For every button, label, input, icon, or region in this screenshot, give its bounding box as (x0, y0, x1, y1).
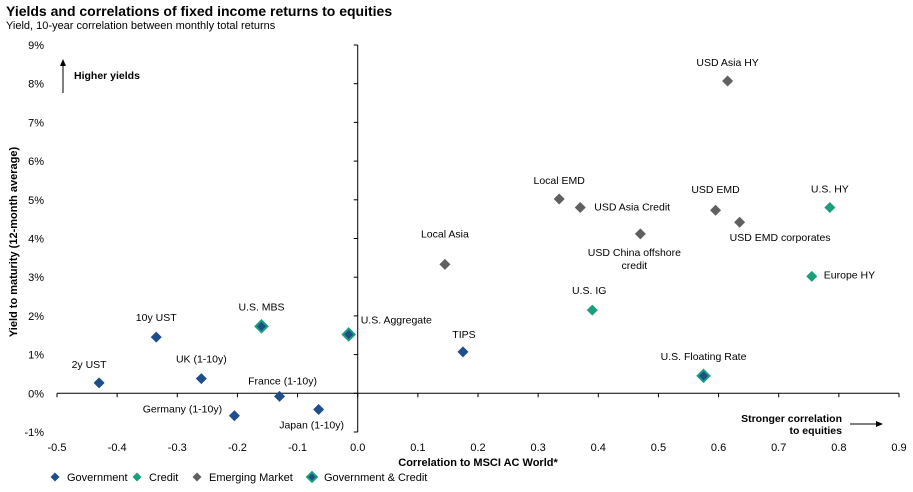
x-tick-label: 0.1 (410, 442, 425, 454)
y-tick-label: 2% (28, 311, 44, 323)
y-tick-label: -1% (24, 427, 44, 439)
data-labels: 2y UST 10y UST UK (1-10y) Germany (1-10y) Fr… (72, 57, 876, 432)
y-tick-label: 4% (28, 234, 44, 246)
x-tick-label: 0.0 (350, 442, 365, 454)
point-usd-asia-hy (722, 75, 734, 87)
legend-label-government: Government (67, 472, 128, 484)
data-points (93, 75, 836, 422)
axes (56, 44, 900, 433)
tick-labels: -1% 0% 1% 2% 3% 4% 5% 6% 7% 8% 9% -0.5 -0.4 -0.3 -0.2 -… (24, 40, 906, 454)
label-u-s-hy: U.S. HY (811, 184, 849, 196)
chart-title: Yields and correlations of fixed income … (6, 3, 393, 19)
point-u-s-ig (586, 304, 598, 316)
point-u-s-mbs (254, 319, 269, 334)
y-tick-label: 0% (28, 388, 44, 400)
point-tips (457, 346, 469, 358)
label-10y-ust: 10y UST (136, 312, 177, 324)
point-france-1-10y (274, 390, 286, 402)
legend-marker-government-credit-inner (308, 473, 316, 481)
higher-yields-arrowhead (60, 59, 66, 66)
x-tick-label: 0.3 (530, 442, 545, 454)
y-tick-label: 9% (28, 40, 44, 52)
label-2y-ust: 2y UST (72, 359, 108, 371)
point-usd-emd-corporates (734, 216, 746, 228)
x-tick-label: 0.6 (711, 442, 726, 454)
legend-marker-emerging-market (192, 472, 202, 482)
stronger-correlation-arrowhead (876, 421, 883, 427)
label-u-s-ig: U.S. IG (572, 285, 606, 297)
label-tips: TIPS (452, 329, 475, 341)
y-tick-label: 5% (28, 195, 44, 207)
point-10y-ust (150, 331, 162, 343)
x-tick-label: -0.4 (108, 442, 127, 454)
point-local-emd (553, 193, 565, 205)
y-tick-label: 7% (28, 117, 44, 129)
point-uk-1-10y (195, 373, 207, 385)
label-france-1-10y: France (1-10y) (248, 375, 317, 387)
label-line: USD China offshore (588, 247, 681, 259)
label-u-s-floating-rate: U.S. Floating Rate (661, 351, 747, 363)
x-axis-title: Correlation to MSCI AC World* (398, 457, 558, 469)
label-germany-1-10y: Germany (1-10y) (143, 404, 222, 416)
label-europe-hy: Europe HY (824, 269, 875, 281)
legend-marker-credit (132, 472, 142, 482)
legend: Government Credit Emerging Market Governmen… (50, 470, 427, 484)
point-japan-1-10y (313, 404, 325, 416)
legend-label-emerging-market: Emerging Market (209, 472, 293, 484)
x-tick-label: 0.7 (771, 442, 786, 454)
x-tick-label: 0.9 (891, 442, 906, 454)
stronger-correlation-annotation-line1: Stronger correlation (741, 413, 842, 425)
label-u-s-mbs: U.S. MBS (238, 301, 284, 313)
point-u-s-floating-rate (696, 368, 711, 384)
point-u-s-floating-rate-inner (699, 371, 709, 381)
label-usd-emd: USD EMD (691, 184, 740, 196)
x-tick-label: 0.2 (470, 442, 485, 454)
legend-label-government-credit: Government & Credit (324, 472, 427, 484)
point-2y-ust (93, 377, 105, 389)
x-tick-label: -0.3 (168, 442, 187, 454)
point-u-s-mbs-inner (256, 321, 266, 331)
x-tick-label: 0.5 (651, 442, 666, 454)
label-u-s-aggregate: U.S. Aggregate (361, 314, 432, 326)
y-axis-title: Yield to maturity (12-month average) (8, 147, 20, 338)
point-u-s-aggregate (341, 327, 356, 342)
point-u-s-hy (824, 202, 836, 214)
x-tick-label: -0.2 (228, 442, 247, 454)
label-japan-1-10y: Japan (1-10y) (279, 420, 344, 432)
point-europe-hy (806, 270, 818, 282)
point-u-s-aggregate-inner (344, 329, 354, 339)
x-tick-label: 0.4 (591, 442, 606, 454)
label-usd-emd-corporates: USD EMD corporates (730, 232, 831, 244)
higher-yields-annotation: Higher yields (74, 70, 140, 82)
point-local-asia (439, 258, 451, 270)
point-usd-emd (710, 204, 722, 216)
stronger-correlation-annotation-line2: to equities (789, 425, 842, 437)
chart-subtitle: Yield, 10-year correlation between month… (6, 20, 276, 32)
label-uk-1-10y: UK (1-10y) (176, 354, 227, 366)
point-usd-asia-credit (574, 202, 586, 214)
legend-marker-government-credit (305, 470, 319, 484)
label-line: credit (622, 260, 648, 272)
label-local-emd: Local EMD (534, 175, 586, 187)
y-tick-label: 3% (28, 272, 44, 284)
label-usd-china-offshore-credit: USD China offshore credit (588, 247, 681, 272)
label-usd-asia-hy: USD Asia HY (696, 57, 758, 69)
legend-label-credit: Credit (149, 472, 178, 484)
annotations: Higher yields Stronger correlation to eq… (8, 59, 883, 469)
legend-marker-government (50, 472, 60, 482)
y-tick-label: 8% (28, 79, 44, 91)
point-germany-1-10y (228, 410, 240, 422)
x-tick-label: -0.5 (48, 442, 67, 454)
y-tick-label: 6% (28, 156, 44, 168)
y-tick-label: 1% (28, 350, 44, 362)
point-usd-china-offshore-credit (634, 228, 646, 240)
label-local-asia: Local Asia (421, 228, 469, 240)
x-tick-label: -0.1 (288, 442, 307, 454)
label-usd-asia-credit: USD Asia Credit (594, 202, 670, 214)
x-tick-label: 0.8 (831, 442, 846, 454)
